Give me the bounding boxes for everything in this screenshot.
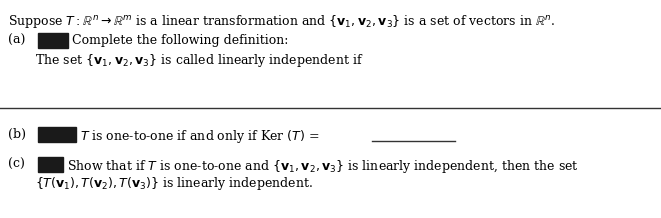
Text: Suppose $T : \mathbb{R}^n \rightarrow \mathbb{R}^m$ is a linear transformation a: Suppose $T : \mathbb{R}^n \rightarrow \m… <box>8 13 555 30</box>
FancyBboxPatch shape <box>38 127 76 142</box>
Text: $\{T(\mathbf{v}_1), T(\mathbf{v}_2), T(\mathbf{v}_3)\}$ is linearly independent.: $\{T(\mathbf{v}_1), T(\mathbf{v}_2), T(\… <box>35 175 313 192</box>
Text: Complete the following definition:: Complete the following definition: <box>72 34 288 47</box>
Text: Show that if $T$ is one-to-one and $\{\mathbf{v}_1, \mathbf{v}_2, \mathbf{v}_3\}: Show that if $T$ is one-to-one and $\{\m… <box>67 158 579 175</box>
Text: $T$ is one-to-one if and only if Ker $(T)$ =: $T$ is one-to-one if and only if Ker $(T… <box>80 128 319 145</box>
Text: The set $\{\mathbf{v}_1, \mathbf{v}_2, \mathbf{v}_3\}$ is called linearly indepe: The set $\{\mathbf{v}_1, \mathbf{v}_2, \… <box>35 52 364 69</box>
FancyBboxPatch shape <box>38 33 68 48</box>
Text: (a): (a) <box>8 34 25 47</box>
FancyBboxPatch shape <box>38 157 63 172</box>
Text: (c): (c) <box>8 158 25 171</box>
Text: (b): (b) <box>8 128 26 141</box>
